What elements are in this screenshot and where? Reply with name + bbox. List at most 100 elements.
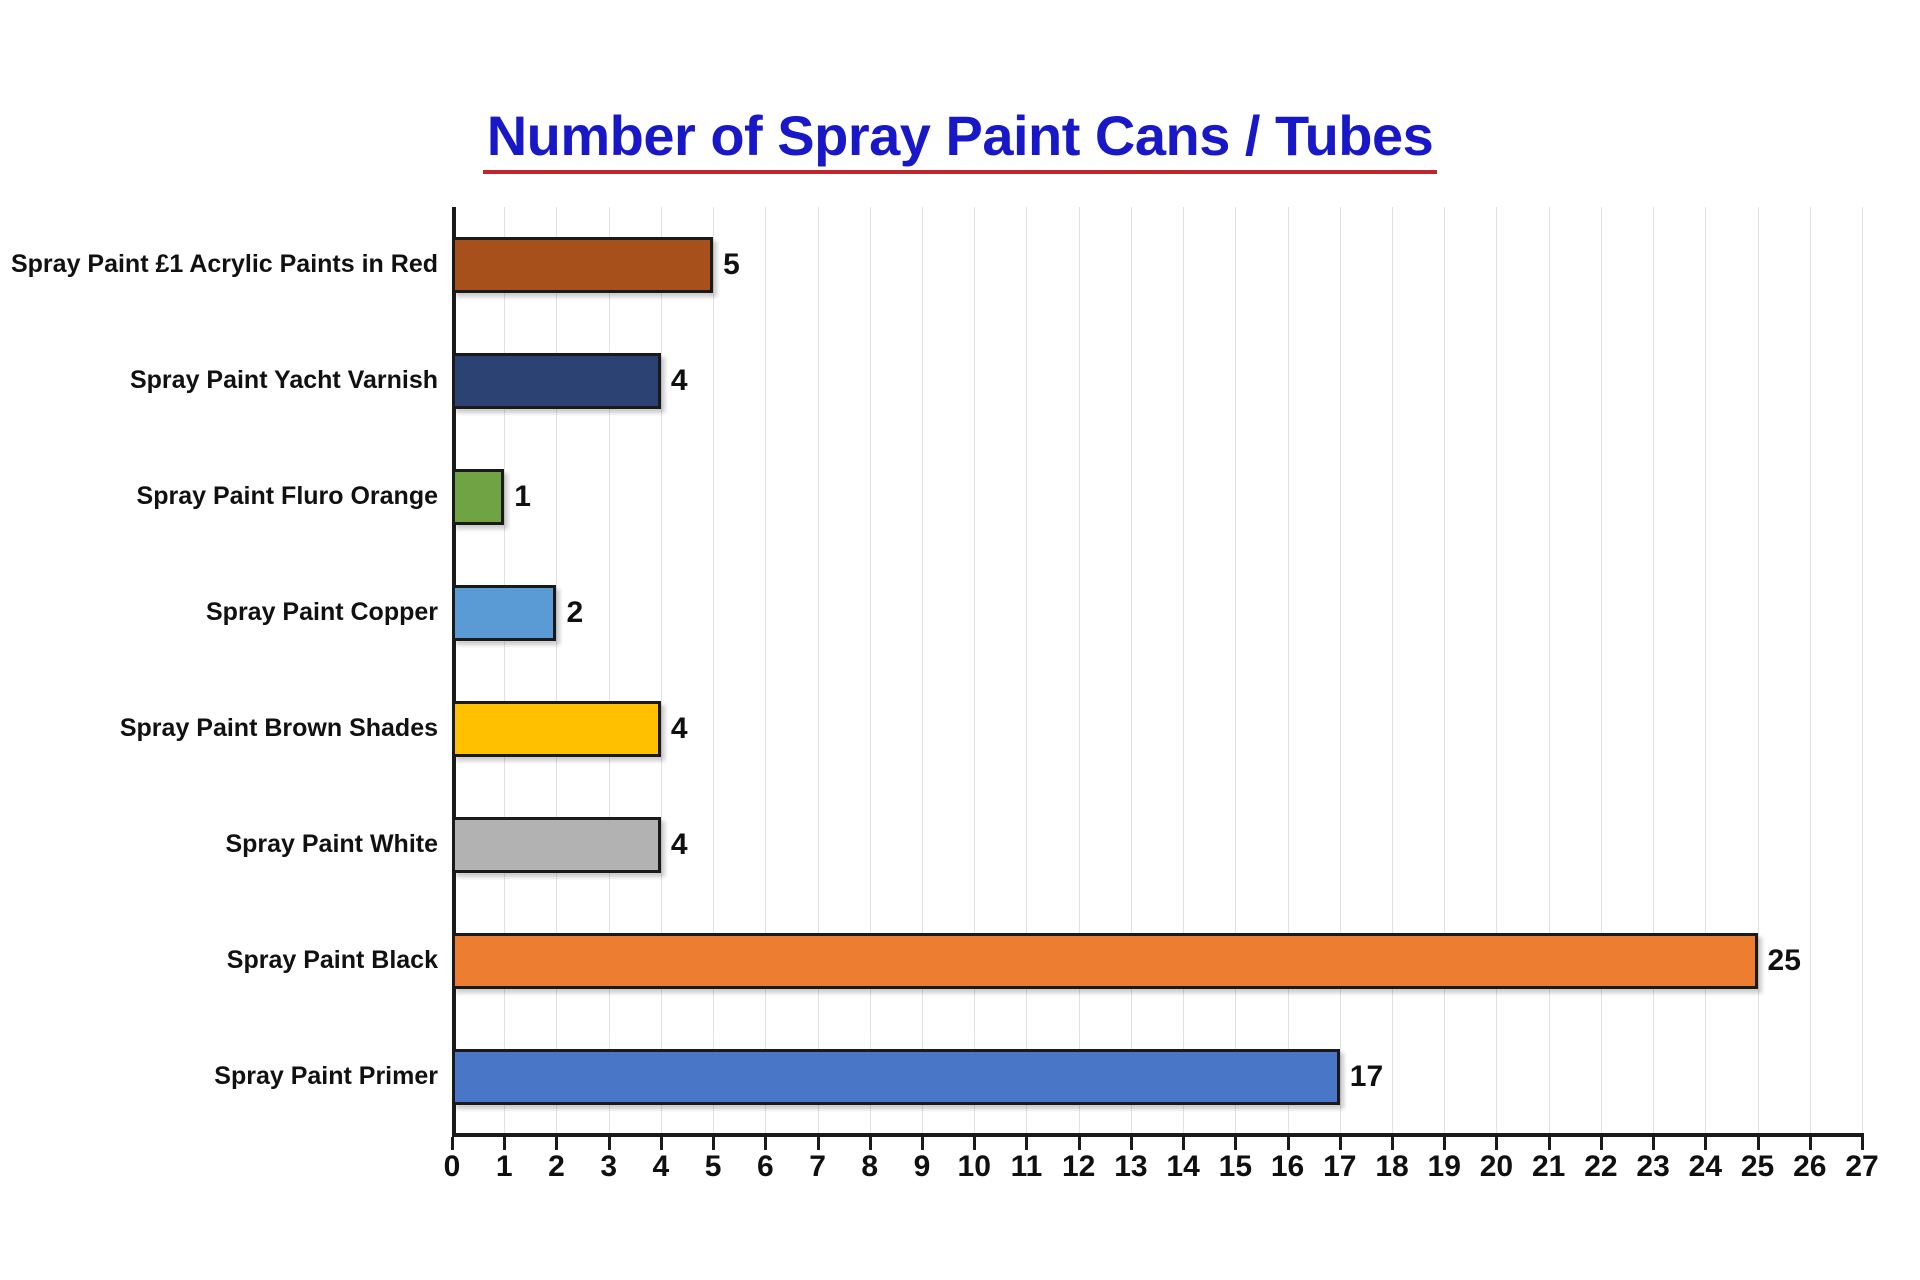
gridline: [869, 207, 871, 1135]
x-axis-tick-label: 17: [1323, 1150, 1357, 1183]
x-axis-tick: [1077, 1137, 1081, 1150]
x-axis-tick: [712, 1137, 716, 1150]
bar: [452, 933, 1758, 989]
gridline: [1444, 207, 1446, 1135]
category-label: Spray Paint Primer: [214, 1062, 438, 1090]
y-axis-line: [452, 207, 456, 1137]
x-axis-tick: [1025, 1137, 1029, 1150]
x-axis-tick-label: 15: [1218, 1150, 1253, 1183]
gridline: [608, 207, 610, 1135]
x-axis-line: [452, 1133, 1864, 1137]
x-axis-tick-label: 10: [957, 1150, 991, 1183]
x-axis-tick: [1182, 1137, 1186, 1150]
bar-value-label: 4: [670, 828, 688, 861]
x-axis-tick-label: 13: [1114, 1150, 1148, 1183]
x-axis-tick: [451, 1137, 454, 1150]
x-axis-tick-label: 22: [1584, 1150, 1618, 1183]
x-axis-tick: [607, 1137, 611, 1150]
x-axis-tick: [1338, 1137, 1342, 1150]
x-axis-tick: [1234, 1137, 1238, 1150]
x-axis-tick-label: 5: [704, 1150, 722, 1183]
x-axis-tick: [503, 1137, 507, 1150]
gridline: [974, 207, 976, 1135]
x-axis-tick: [1861, 1137, 1864, 1150]
bar-value-label: 2: [566, 596, 584, 629]
bar: [452, 585, 557, 641]
x-axis-tick: [764, 1137, 768, 1150]
category-label: Spray Paint Brown Shades: [119, 714, 438, 742]
x-axis-tick-label: 20: [1479, 1150, 1514, 1183]
x-axis-tick-label: 16: [1270, 1150, 1305, 1183]
category-label: Spray Paint £1 Acrylic Paints in Red: [10, 250, 438, 278]
category-label: Spray Paint Copper: [206, 598, 438, 626]
gridline: [1600, 207, 1602, 1135]
bar: [452, 1049, 1340, 1105]
bar-value-label: 4: [670, 712, 688, 745]
bar: [452, 237, 714, 293]
gridline: [1862, 207, 1863, 1135]
bar-value-label: 4: [670, 364, 688, 397]
x-axis-tick: [659, 1137, 663, 1150]
gridline: [1287, 207, 1289, 1135]
x-axis-tick-label: 25: [1740, 1150, 1775, 1183]
gridline: [1026, 207, 1028, 1135]
x-axis-tick: [555, 1137, 559, 1150]
x-axis-tick-label: 26: [1793, 1150, 1827, 1183]
x-axis-tick: [868, 1137, 872, 1150]
gridline: [1235, 207, 1237, 1135]
chart-title-text: Number of Spray Paint Cans / Tubes: [482, 108, 1438, 174]
x-axis-tick: [1391, 1137, 1394, 1150]
plot-area: [452, 207, 1863, 1135]
bar: [452, 353, 661, 409]
gridline: [1496, 207, 1498, 1135]
gridline: [1653, 207, 1655, 1135]
x-axis-tick: [973, 1137, 977, 1150]
x-axis-tick-label: 8: [861, 1150, 879, 1183]
gridline: [1705, 207, 1707, 1135]
x-axis-tick-label: 0: [443, 1150, 461, 1183]
x-axis-tick-label: 6: [756, 1150, 774, 1183]
category-label: Spray Paint White: [225, 830, 438, 858]
x-axis-tick-label: 9: [913, 1150, 931, 1183]
bar-value-label: 17: [1349, 1060, 1384, 1093]
x-axis-tick: [816, 1137, 820, 1150]
x-axis-tick: [1129, 1137, 1133, 1150]
gridline: [1339, 207, 1341, 1135]
gridline: [1548, 207, 1550, 1135]
x-axis-tick: [1756, 1137, 1760, 1150]
gridline: [817, 207, 819, 1135]
gridline: [1130, 207, 1132, 1135]
bar-value-label: 25: [1767, 944, 1801, 977]
x-axis-tick-label: 7: [809, 1150, 826, 1183]
gridline: [1757, 207, 1759, 1135]
x-axis-tick: [1652, 1137, 1656, 1150]
x-axis-tick-label: 11: [1010, 1150, 1043, 1183]
gridline: [660, 207, 662, 1135]
bar: [452, 817, 661, 873]
x-axis-tick-label: 3: [600, 1150, 617, 1183]
x-axis-tick: [1443, 1137, 1447, 1150]
gridline: [1183, 207, 1185, 1135]
gridline: [556, 207, 558, 1135]
x-axis-tick: [1704, 1137, 1708, 1150]
x-axis-tick-label: 27: [1845, 1150, 1879, 1183]
x-axis-tick-label: 4: [652, 1150, 670, 1183]
x-axis-tick: [1599, 1137, 1603, 1150]
x-axis-tick-label: 1: [495, 1150, 513, 1183]
x-axis-tick: [1495, 1137, 1499, 1150]
x-axis-tick-label: 2: [548, 1150, 565, 1183]
bar: [452, 469, 505, 525]
x-axis-tick: [1547, 1137, 1551, 1150]
category-label: Spray Paint Black: [226, 946, 438, 974]
x-axis-tick-label: 14: [1166, 1150, 1200, 1183]
x-axis-tick-label: 19: [1427, 1150, 1461, 1183]
gridline: [713, 207, 715, 1135]
gridline: [922, 207, 923, 1135]
x-axis-tick-label: 21: [1531, 1150, 1566, 1183]
gridline: [765, 207, 767, 1135]
gridline: [1078, 207, 1080, 1135]
gridline: [1392, 207, 1393, 1135]
gridline: [1809, 207, 1811, 1135]
chart-title: Number of Spray Paint Cans / Tubes: [0, 108, 1920, 174]
